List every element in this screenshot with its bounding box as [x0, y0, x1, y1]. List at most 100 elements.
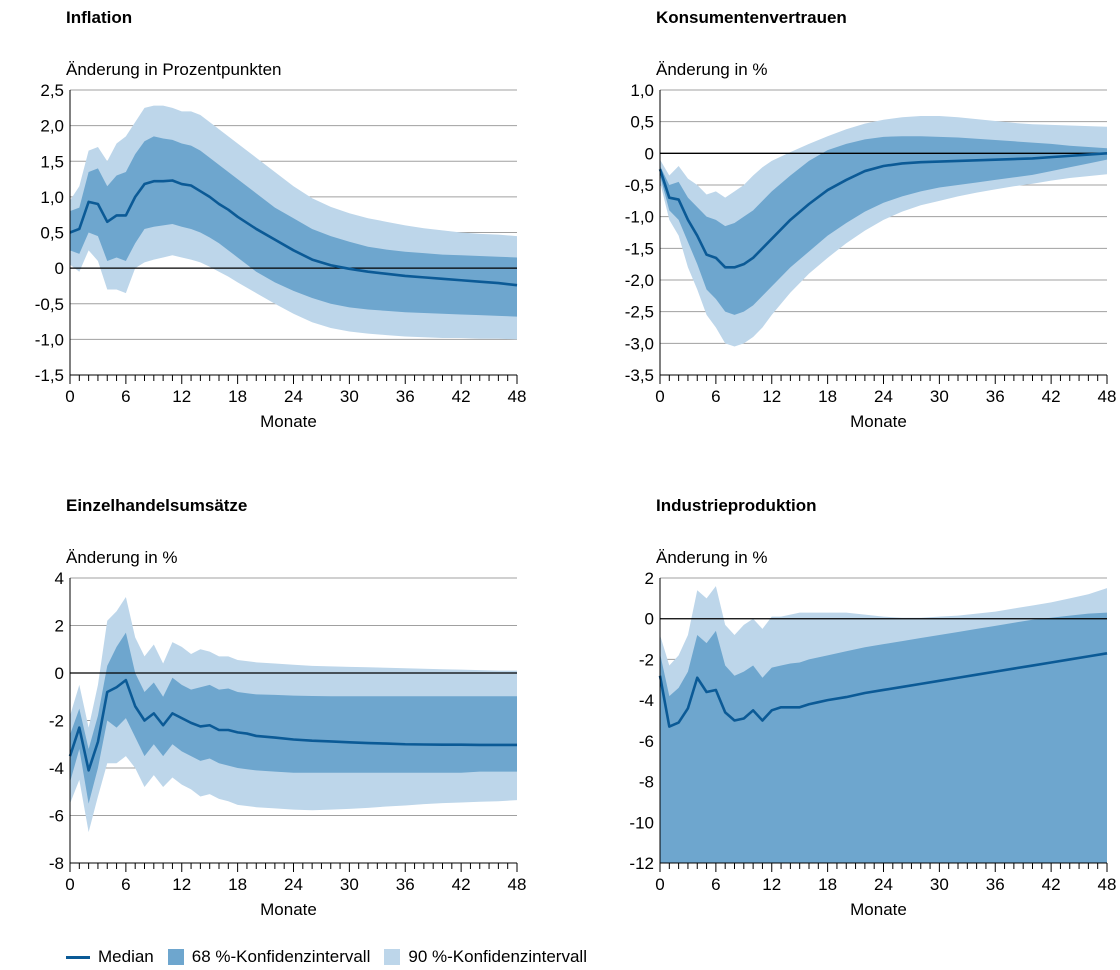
y-tick-label: 1,5 [40, 152, 64, 171]
chart-title: Einzelhandelsumsätze [66, 496, 248, 515]
x-tick-label: 24 [874, 387, 893, 406]
legend-swatch-median [66, 955, 90, 959]
y-tick-label: 2,5 [40, 81, 64, 100]
chart-title: Inflation [66, 8, 133, 27]
y-tick-label: -8 [639, 773, 654, 792]
y-tick-label: -4 [639, 691, 654, 710]
y-tick-label: 1,0 [40, 188, 64, 207]
x-tick-label: 6 [711, 875, 720, 894]
y-tick-label: 0,5 [630, 113, 654, 132]
y-tick-label: -6 [639, 732, 654, 751]
x-tick-label: 24 [284, 387, 303, 406]
x-axis-label: Monate [260, 412, 317, 431]
ci68-band [660, 136, 1107, 315]
y-tick-label: -1,0 [625, 208, 654, 227]
x-tick-label: 42 [1042, 875, 1061, 894]
y-tick-label: 0 [55, 664, 64, 683]
y-tick-label: -1,5 [35, 366, 64, 385]
x-tick-label: 0 [65, 387, 74, 406]
ci68-band [70, 632, 517, 804]
x-tick-label: 6 [121, 875, 130, 894]
ci68-band [660, 612, 1107, 863]
x-tick-label: 48 [508, 875, 527, 894]
legend-item-ci90: 90 %-Konfidenzintervall [384, 947, 587, 967]
y-tick-label: -2 [639, 650, 654, 669]
chart-title: Konsumentenvertrauen [656, 8, 847, 27]
y-tick-label: -8 [49, 854, 64, 873]
median-line [658, 152, 1108, 269]
y-tick-label: 2,0 [40, 117, 64, 136]
x-tick-label: 0 [655, 875, 664, 894]
x-axis-label: Monate [260, 900, 317, 919]
x-tick-label: 6 [121, 387, 130, 406]
x-tick-label: 18 [818, 387, 837, 406]
y-tick-label: 0 [645, 144, 654, 163]
y-tick-label: -0,5 [35, 295, 64, 314]
ci68-band [70, 136, 517, 317]
median-line [658, 652, 1108, 728]
y-axis-label: Änderung in % [66, 548, 178, 567]
legend-item-ci68: 68 %-Konfidenzintervall [167, 947, 370, 967]
x-tick-label: 30 [340, 875, 359, 894]
legend-swatch-ci90 [384, 949, 401, 965]
legend-item-median: Median [66, 947, 154, 967]
x-tick-label: 12 [172, 875, 191, 894]
y-tick-label: -1,5 [625, 239, 654, 258]
y-tick-label: -6 [49, 807, 64, 826]
x-tick-label: 12 [762, 875, 781, 894]
chart-panel-inflation: Inflation Änderung in Prozentpunkten 2,5 2,… [0, 0, 530, 460]
y-tick-label: -10 [629, 813, 654, 832]
y-axis-label: Änderung in % [656, 548, 768, 567]
x-tick-label: 0 [655, 387, 664, 406]
legend-swatch-ci68 [167, 949, 184, 965]
median-line [68, 678, 517, 772]
y-tick-label: -2,0 [625, 271, 654, 290]
x-tick-label: 30 [340, 387, 359, 406]
x-tick-label: 48 [1098, 387, 1117, 406]
x-tick-label: 18 [228, 387, 247, 406]
x-tick-label: 30 [930, 387, 949, 406]
y-tick-label: 2 [55, 617, 64, 636]
y-tick-label: -3,0 [625, 334, 654, 353]
y-tick-label: -12 [629, 854, 654, 873]
x-tick-label: 36 [986, 387, 1005, 406]
y-tick-label: -2,5 [625, 303, 654, 322]
x-tick-label: 36 [396, 875, 415, 894]
x-axis-label: Monate [850, 900, 907, 919]
chart-panel-einzelhandelsumsaetze: Einzelhandelsumsätze Änderung in % 4 2 0 -2 -4… [0, 488, 530, 948]
y-tick-label: 0,5 [40, 224, 64, 243]
x-tick-label: 42 [452, 875, 471, 894]
chart-svg: Änderung in %1,0 0,5 0 -0,5 -1,0 -1,5 -2,0 -2,5… [625, 60, 1117, 431]
chart-legend: Median 68 %-Konfidenzintervall 90 %-Konf… [66, 946, 601, 968]
chart-svg: Änderung in %420-2-4-6-80 6 12 18 24 30 36 42 48… [49, 548, 527, 919]
chart-title: Industrieproduktion [656, 496, 817, 515]
y-axis-label: Änderung in % [656, 60, 768, 79]
chart-svg: Änderung in %20-2-4-6-8-10-120 6 12 18 24 30 3… [629, 548, 1117, 919]
y-tick-label: 4 [55, 569, 64, 588]
x-tick-label: 42 [1042, 387, 1061, 406]
x-tick-label: 18 [228, 875, 247, 894]
x-tick-label: 24 [874, 875, 893, 894]
median-line [69, 179, 518, 287]
x-axis-label: Monate [850, 412, 907, 431]
x-tick-label: 6 [711, 387, 720, 406]
y-tick-label: 0 [55, 259, 64, 278]
y-tick-label: 2 [645, 569, 654, 588]
y-tick-label: -2 [49, 712, 64, 731]
y-tick-label: 0 [645, 610, 654, 629]
legend-label-median: Median [98, 947, 154, 966]
y-tick-label: -3,5 [625, 366, 654, 385]
y-axis-label: Änderung in Prozentpunkten [66, 60, 282, 79]
chart-panel-konsumentenvertrauen: Konsumentenvertrauen Änderung in % 1,0 0,5 0… [590, 0, 1120, 460]
x-tick-label: 48 [1098, 875, 1117, 894]
x-tick-label: 12 [172, 387, 191, 406]
y-tick-label: 1,0 [630, 81, 654, 100]
x-tick-label: 48 [508, 387, 527, 406]
chart-panel-industrieproduktion: Industrieproduktion Änderung in % 2 0 -2 -4 -6… [590, 488, 1120, 948]
x-tick-label: 42 [452, 387, 471, 406]
y-tick-label: -4 [49, 759, 64, 778]
legend-label-ci90: 90 %-Konfidenzintervall [408, 947, 587, 966]
x-tick-label: 36 [396, 387, 415, 406]
x-tick-label: 12 [762, 387, 781, 406]
